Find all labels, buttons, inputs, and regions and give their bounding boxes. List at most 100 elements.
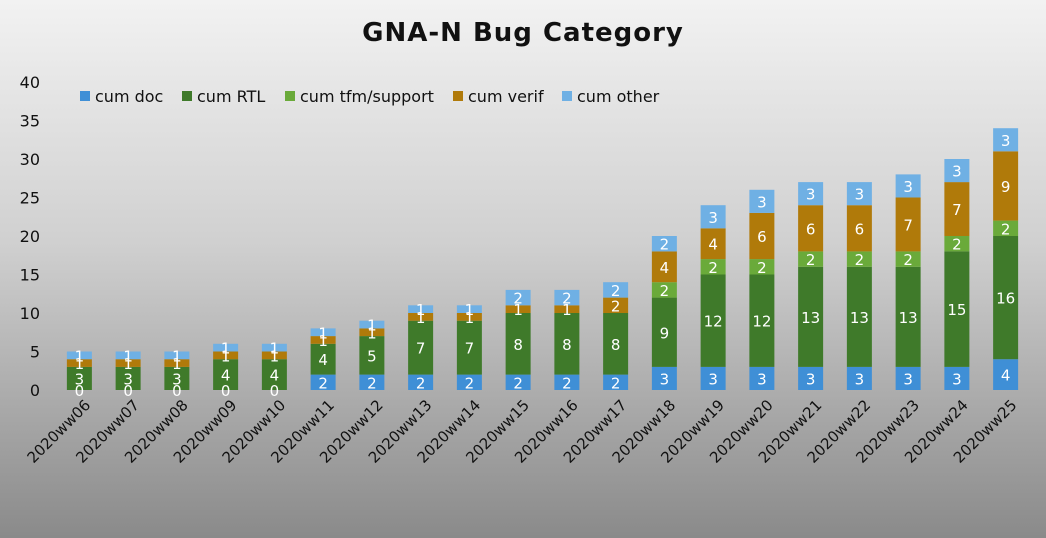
data-label: 0 — [221, 382, 231, 400]
data-label: 1 — [562, 301, 572, 319]
bar-segment — [456, 313, 482, 321]
data-label: 3 — [660, 370, 670, 388]
data-label: 4 — [318, 351, 328, 369]
bar-segment — [993, 220, 1019, 236]
bar-segment — [359, 374, 385, 390]
data-label: 3 — [903, 370, 913, 388]
bar-segment — [456, 305, 482, 313]
data-label: 2 — [513, 374, 523, 392]
bar-segment — [749, 189, 775, 213]
bar-segment — [359, 320, 385, 329]
data-label: 1 — [270, 340, 280, 358]
data-label: 1 — [416, 301, 426, 319]
bar-segment — [749, 212, 775, 260]
bar-segment — [261, 343, 287, 352]
data-label: 2 — [708, 259, 718, 277]
bar-segment — [310, 343, 336, 375]
bar-segment — [66, 351, 92, 360]
bar-segment — [700, 228, 726, 260]
bar-segment — [895, 197, 921, 252]
data-label: 2 — [611, 282, 621, 300]
bar-segment — [603, 313, 629, 375]
bar-segment — [213, 343, 239, 352]
bar-segment — [213, 351, 239, 360]
data-label: 6 — [806, 220, 816, 238]
data-label: 2 — [855, 251, 865, 269]
data-label: 0 — [270, 382, 280, 400]
bar-segment — [846, 266, 872, 367]
data-label: 8 — [611, 336, 621, 354]
y-tick-label: 0 — [30, 381, 40, 400]
bar-segment — [944, 159, 970, 183]
legend-entry: cum RTL — [197, 87, 265, 106]
y-tick-label: 20 — [20, 227, 40, 246]
bar-segment — [993, 359, 1019, 390]
data-label: 1 — [367, 317, 377, 335]
bar-segment — [408, 320, 434, 375]
legend-swatch — [562, 91, 572, 101]
data-label: 0 — [172, 382, 182, 400]
data-label: 7 — [903, 216, 913, 234]
data-label: 2 — [318, 374, 328, 392]
bar-segment — [359, 336, 385, 375]
bar-segment — [846, 366, 872, 390]
bar-segment — [310, 374, 336, 390]
data-label: 1 — [75, 347, 85, 365]
data-label: 2 — [367, 374, 377, 392]
data-label: 7 — [465, 340, 475, 358]
bar-segment — [456, 374, 482, 390]
legend-entry: cum other — [577, 87, 660, 106]
data-label: 15 — [947, 301, 966, 319]
bar-segment — [846, 182, 872, 206]
y-tick-label: 10 — [20, 304, 40, 323]
data-label: 3 — [757, 370, 767, 388]
data-label: 2 — [611, 297, 621, 315]
bar-segment — [505, 374, 531, 390]
data-label: 2 — [513, 290, 523, 308]
legend-swatch — [182, 91, 192, 101]
bar-segment — [115, 359, 141, 367]
bar-segment — [261, 359, 287, 390]
bar-segment — [554, 374, 580, 390]
bar-segment — [115, 366, 141, 390]
bar-segment — [798, 251, 824, 267]
data-label: 0 — [123, 382, 133, 400]
bar-segment — [700, 274, 726, 367]
data-label: 1 — [75, 355, 85, 373]
bar-segment — [603, 297, 629, 313]
data-label: 1 — [318, 332, 328, 350]
data-label: 2 — [562, 374, 572, 392]
bar-segment — [66, 366, 92, 390]
data-label: 4 — [660, 259, 670, 277]
data-label: 7 — [952, 201, 962, 219]
bar-segment — [798, 182, 824, 206]
y-tick-label: 40 — [20, 73, 40, 92]
data-label: 9 — [1001, 178, 1011, 196]
y-tick-label: 25 — [20, 189, 40, 208]
bar-segment — [554, 305, 580, 313]
data-label: 2 — [1001, 220, 1011, 238]
data-label: 1 — [270, 347, 280, 365]
bar-segment — [310, 328, 336, 337]
bar-segment — [944, 366, 970, 390]
bar-segment — [505, 305, 531, 313]
data-label: 3 — [952, 370, 962, 388]
bar-segment — [651, 366, 677, 390]
bar-segment — [944, 182, 970, 236]
data-label: 5 — [367, 347, 377, 365]
data-label: 6 — [855, 220, 865, 238]
data-label: 1 — [318, 324, 328, 342]
data-label: 3 — [806, 370, 816, 388]
bar-segment — [164, 366, 190, 390]
bar-segment — [310, 336, 336, 344]
bar-segment — [846, 251, 872, 267]
data-label: 16 — [996, 290, 1015, 308]
data-label: 8 — [562, 336, 572, 354]
data-label: 3 — [952, 163, 962, 181]
y-tick-label: 30 — [20, 150, 40, 169]
data-label: 3 — [708, 209, 718, 227]
data-label: 1 — [513, 301, 523, 319]
data-label: 1 — [416, 309, 426, 327]
